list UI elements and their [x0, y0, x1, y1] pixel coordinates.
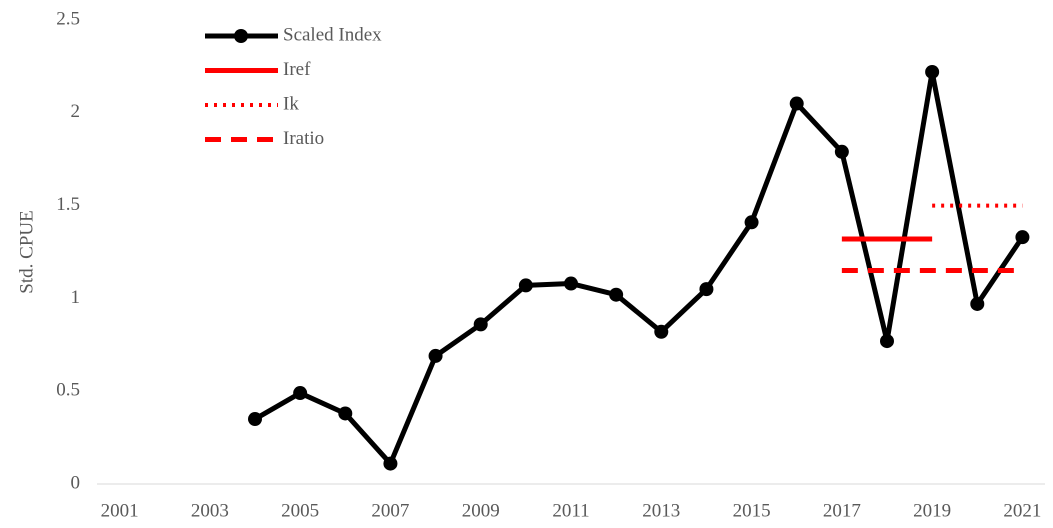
- data-point: [338, 406, 353, 421]
- data-point: [925, 64, 940, 79]
- y-tick-label: 0.5: [56, 380, 80, 401]
- data-point: [473, 317, 488, 332]
- x-tick-label: 2011: [552, 500, 589, 521]
- data-point: [834, 144, 849, 159]
- data-point: [564, 276, 578, 291]
- data-point: [744, 215, 759, 230]
- legend-label: Scaled Index: [283, 24, 382, 45]
- data-point: [654, 324, 669, 339]
- y-tick-label: 2.5: [56, 8, 80, 29]
- data-point: [970, 296, 985, 311]
- y-axis-label: Std. CPUE: [16, 210, 37, 293]
- data-point: [383, 456, 398, 471]
- x-tick-label: 2013: [642, 500, 680, 521]
- data-point: [789, 96, 804, 111]
- legend-label: Iref: [283, 59, 311, 80]
- x-tick-label: 2017: [823, 500, 861, 521]
- data-point: [699, 282, 714, 297]
- data-point: [428, 348, 443, 363]
- x-tick-label: 2005: [281, 500, 319, 521]
- x-tick-label: 2015: [733, 500, 771, 521]
- x-tick-label: 2007: [371, 500, 409, 521]
- data-point: [880, 334, 894, 349]
- x-tick-label: 2019: [913, 500, 951, 521]
- series-line: [253, 69, 1025, 467]
- y-tick-label: 2: [71, 101, 81, 122]
- x-tick-label: 2003: [191, 500, 229, 521]
- data-point: [293, 386, 308, 401]
- legend-label: Ik: [283, 93, 299, 114]
- data-point: [248, 412, 262, 427]
- x-tick-label: 2021: [1003, 500, 1041, 521]
- legend-label: Iratio: [283, 128, 324, 149]
- x-tick-label: 2001: [101, 500, 139, 521]
- legend-marker: [234, 29, 248, 43]
- data-point: [609, 287, 624, 302]
- y-tick-label: 1: [71, 287, 81, 308]
- y-tick-label: 1.5: [56, 194, 80, 215]
- y-tick-label: 0: [71, 472, 81, 493]
- data-point: [518, 278, 533, 293]
- data-point: [1015, 230, 1030, 245]
- x-tick-label: 2009: [462, 500, 500, 521]
